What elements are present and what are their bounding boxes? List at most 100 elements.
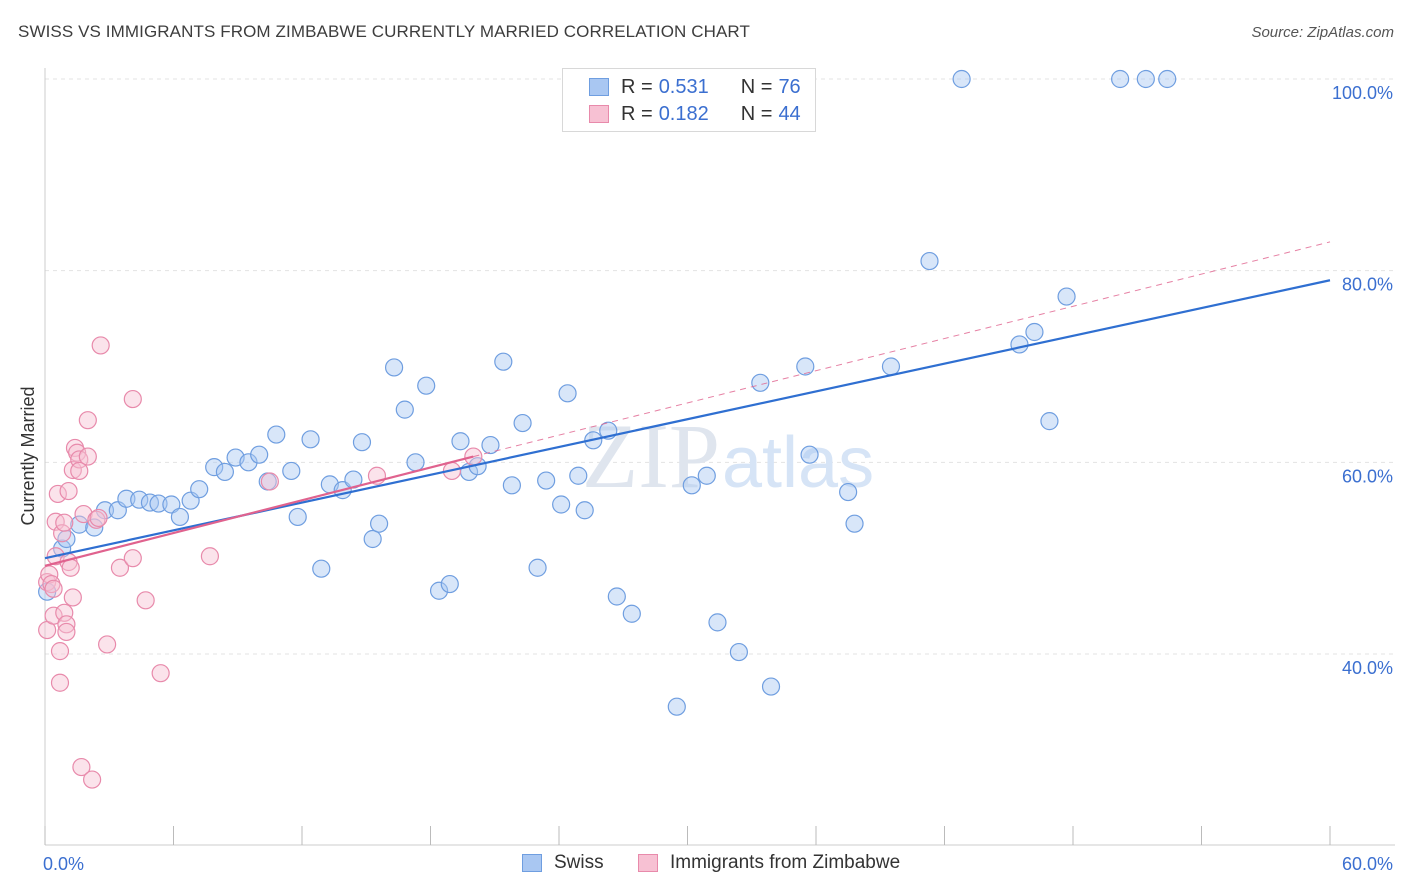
zimbabwe-point (63, 460, 82, 480)
tick-labels: 40.0% 60.0% 80.0% 100.0% 0.0% 60.0% (43, 83, 1393, 874)
zimbabwe-point (83, 770, 102, 789)
swiss-point (267, 425, 286, 444)
swiss-point (1040, 412, 1059, 431)
swiss-point (288, 507, 307, 527)
y-tick-label: 40.0% (1342, 658, 1393, 678)
legend-r-value: 0.531 (658, 75, 709, 98)
zimbabwe-point (200, 547, 220, 566)
zimbabwe-point (44, 579, 63, 598)
zimbabwe-point (59, 481, 78, 501)
swiss-point (205, 458, 224, 477)
x-tick-label: 60.0% (1342, 854, 1393, 874)
legend-row-swiss: R = 0.531 N = 76 (589, 76, 801, 98)
swiss-point (839, 482, 858, 502)
zimbabwe-point (123, 389, 142, 409)
zimbabwe-point (98, 635, 117, 654)
zimbabwe-point (89, 508, 108, 528)
bottom-legend-swiss: Swiss (522, 852, 604, 874)
swiss-point (1010, 335, 1029, 354)
legend-box: R = 0.531 N = 76 R = 0.182 N = 44 (562, 68, 816, 132)
bottom-legend-swatch-swiss (522, 854, 542, 872)
legend-r-label: R = (621, 102, 653, 125)
zimbabwe-trend-extension (473, 241, 1331, 458)
swiss-point (117, 489, 136, 508)
swiss-point (494, 352, 513, 371)
legend-row-zimbabwe: R = 0.182 N = 44 (589, 103, 801, 125)
data-points (38, 69, 1177, 789)
zimbabwe-point (136, 591, 155, 610)
source-label: Source: ZipAtlas.com (1251, 24, 1394, 41)
watermark-atlas: atlas (722, 423, 874, 503)
swiss-point (149, 494, 168, 513)
swiss-point (312, 559, 331, 578)
swiss-point (363, 529, 382, 549)
zimbabwe-point (44, 606, 63, 625)
swiss-point (1158, 69, 1177, 89)
zimbabwe-point (91, 336, 110, 355)
swiss-point (952, 69, 971, 89)
zimbabwe-point (63, 588, 82, 607)
legend-n-label: N = (740, 75, 773, 98)
zimbabwe-point (57, 615, 76, 634)
swiss-point (481, 435, 500, 455)
trend-lines (44, 241, 1331, 567)
zimbabwe-point (55, 603, 74, 622)
swiss-point (708, 613, 727, 632)
zimbabwe-point (151, 664, 170, 683)
zimbabwe-point (78, 411, 97, 430)
zimbabwe-point (48, 484, 67, 504)
swiss-point (575, 501, 594, 520)
swiss-point (513, 413, 532, 433)
swiss-point (796, 357, 815, 376)
legend-n-value: 44 (778, 102, 801, 125)
swiss-point (528, 558, 547, 577)
swiss-point (451, 432, 470, 451)
swiss-point (162, 495, 181, 514)
legend-r-value: 0.182 (658, 102, 709, 125)
swiss-point (215, 462, 234, 482)
zimbabwe-point (70, 461, 89, 481)
swiss-point (1025, 322, 1044, 342)
zimbabwe-point (78, 447, 97, 466)
swiss-point (552, 495, 571, 514)
legend-swatch-swiss (589, 78, 609, 96)
swiss-point (622, 604, 641, 623)
swiss-point (502, 476, 521, 495)
bottom-legend-swatch-zimbabwe (638, 854, 658, 872)
swiss-point (537, 471, 556, 490)
zimbabwe-point (110, 558, 130, 577)
swiss-point (1057, 287, 1076, 306)
legend-r-label: R = (621, 75, 653, 98)
grid-lines (45, 78, 1395, 655)
zimbabwe-point (260, 472, 279, 491)
swiss-point (920, 251, 939, 271)
axes (44, 68, 1395, 846)
zimbabwe-point (50, 673, 70, 692)
swiss-point (406, 453, 425, 472)
legend-n-label: N = (740, 102, 773, 125)
y-tick-label: 60.0% (1342, 466, 1393, 486)
swiss-point (558, 384, 577, 403)
legend-swatch-zimbabwe (589, 105, 609, 123)
zimbabwe-point (123, 549, 142, 568)
swiss-point (682, 476, 701, 495)
swiss-point (130, 490, 149, 509)
x-tick-label: 0.0% (43, 854, 84, 874)
swiss-point (70, 515, 89, 534)
legend-n-value: 76 (778, 75, 801, 98)
swiss-point (352, 433, 372, 452)
chart-title: SWISS VS IMMIGRANTS FROM ZIMBABWE CURREN… (18, 22, 750, 41)
swiss-point (800, 445, 819, 464)
swiss-point (384, 358, 404, 377)
y-tick-label: 100.0% (1332, 83, 1393, 103)
swiss-point (170, 507, 190, 527)
zimbabwe-point (57, 622, 76, 642)
watermark-zip: ZIP (582, 405, 720, 507)
zimbabwe-trend-line (44, 455, 474, 567)
swiss-point (607, 587, 626, 606)
swiss-point (761, 677, 781, 696)
swiss-point (569, 466, 588, 485)
zimbabwe-point (68, 443, 87, 462)
swiss-point (667, 697, 686, 716)
